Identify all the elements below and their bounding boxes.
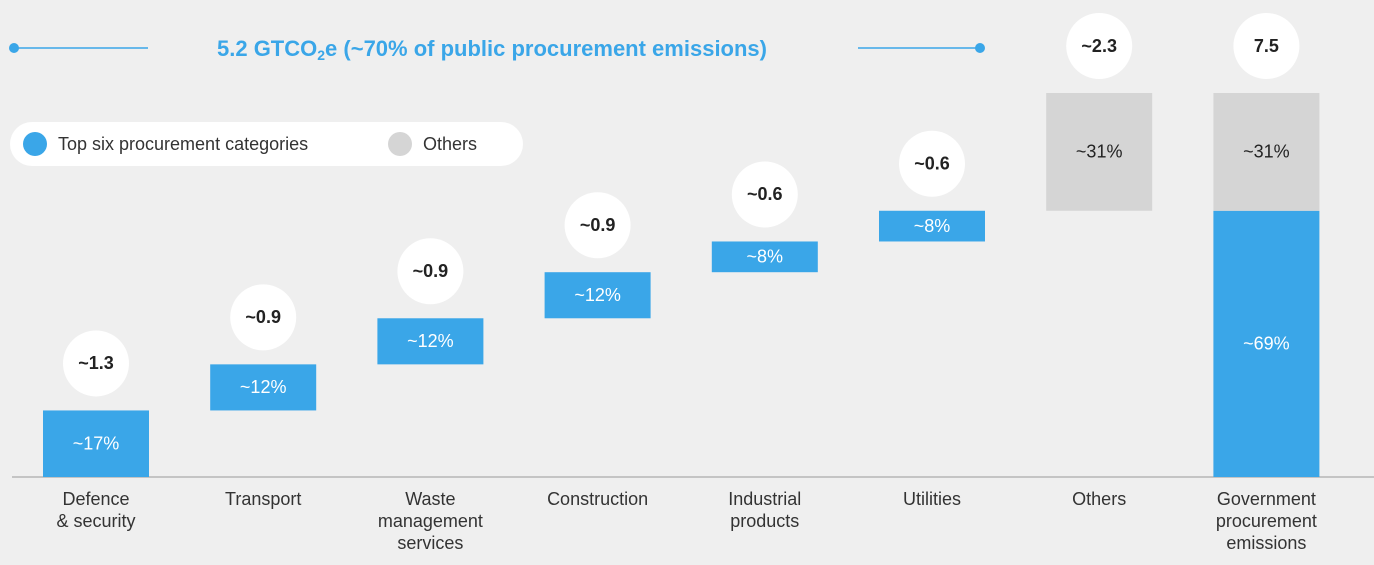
- bar: [43, 410, 149, 477]
- x-tick-label: Utilities: [903, 489, 961, 509]
- bar-label: ~17%: [73, 433, 120, 453]
- x-tick-label: procurement: [1216, 511, 1317, 531]
- x-tick-label: Construction: [547, 489, 648, 509]
- total-bubble: [564, 192, 631, 259]
- total-label: ~0.6: [914, 154, 950, 174]
- total-label: ~0.6: [747, 184, 783, 204]
- annotation-text: 5.2 GTCO: [217, 36, 317, 61]
- x-tick-label: Others: [1072, 489, 1126, 509]
- legend-swatch: [23, 132, 47, 156]
- total-bubble: [230, 284, 297, 351]
- x-tick-label: & security: [56, 511, 135, 531]
- total-label: ~0.9: [580, 215, 616, 235]
- bar-label: ~8%: [914, 216, 951, 236]
- annotation-dot: [975, 43, 985, 53]
- legend-label: Top six procurement categories: [58, 134, 308, 154]
- bar: [377, 318, 484, 365]
- bar-label: ~12%: [407, 331, 454, 351]
- total-bubble: [63, 330, 129, 397]
- annotation-text: e (~70% of public procurement emissions): [325, 36, 767, 61]
- legend-swatch: [388, 132, 412, 156]
- x-tick-label: Transport: [225, 489, 301, 509]
- bar: [210, 364, 317, 411]
- x-tick-label: Waste: [405, 489, 455, 509]
- total-bubble: [1066, 13, 1133, 79]
- total-bubble: [1233, 13, 1300, 79]
- annotation-dot: [9, 43, 19, 53]
- x-tick-label: Industrial: [728, 489, 801, 509]
- total-bubble: [731, 161, 798, 228]
- bar-label: ~69%: [1243, 334, 1290, 354]
- x-tick-label: services: [397, 533, 463, 553]
- bar: [879, 210, 985, 242]
- bar: [1213, 210, 1320, 477]
- x-tick-label: emissions: [1226, 533, 1306, 553]
- bar-label: ~8%: [747, 247, 784, 267]
- total-label: ~0.9: [245, 307, 281, 327]
- annotation-sub: 2: [317, 47, 325, 63]
- bar-label: ~12%: [240, 377, 287, 397]
- bar-label: ~31%: [1076, 142, 1123, 162]
- bar: [1213, 93, 1320, 211]
- bar-label: ~12%: [574, 285, 621, 305]
- x-tick-label: Defence: [62, 489, 129, 509]
- legend: [10, 122, 523, 166]
- total-bubble: [899, 130, 965, 197]
- total-label: 7.5: [1254, 36, 1279, 56]
- total-label: ~1.3: [78, 353, 114, 373]
- bar: [1046, 93, 1153, 211]
- legend-label: Others: [423, 134, 477, 154]
- bar: [711, 241, 818, 273]
- total-label: ~2.3: [1081, 36, 1117, 56]
- x-tick-label: products: [730, 511, 799, 531]
- x-tick-label: management: [378, 511, 483, 531]
- total-label: ~0.9: [413, 261, 449, 281]
- bar-label: ~31%: [1243, 142, 1290, 162]
- bar: [544, 272, 651, 319]
- annotation: 5.2 GTCO2e (~70% of public procurement e…: [217, 36, 767, 63]
- total-bubble: [397, 238, 464, 305]
- x-tick-label: Government: [1217, 489, 1316, 509]
